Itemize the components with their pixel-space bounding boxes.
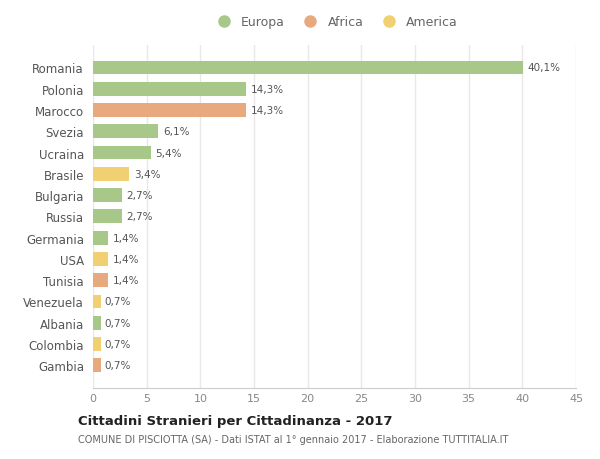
Text: 6,1%: 6,1% [163,127,189,137]
Text: 5,4%: 5,4% [155,148,182,158]
Text: 2,7%: 2,7% [126,190,153,201]
Text: 1,4%: 1,4% [112,275,139,285]
Bar [93,316,101,330]
Bar [93,231,108,245]
Text: 0,7%: 0,7% [105,360,131,370]
Text: 3,4%: 3,4% [134,169,160,179]
Bar [93,168,130,181]
Bar [93,83,247,96]
Text: 14,3%: 14,3% [251,106,284,116]
Text: Cittadini Stranieri per Cittadinanza - 2017: Cittadini Stranieri per Cittadinanza - 2… [78,414,392,428]
Text: 2,7%: 2,7% [126,212,153,222]
Bar [93,210,122,224]
Text: 0,7%: 0,7% [105,297,131,307]
Bar [93,337,101,351]
Bar [93,189,122,202]
Bar [93,62,523,75]
Text: COMUNE DI PISCIOTTA (SA) - Dati ISTAT al 1° gennaio 2017 - Elaborazione TUTTITAL: COMUNE DI PISCIOTTA (SA) - Dati ISTAT al… [78,434,508,443]
Text: 1,4%: 1,4% [112,254,139,264]
Text: 0,7%: 0,7% [105,318,131,328]
Legend: Europa, Africa, America: Europa, Africa, America [206,11,463,34]
Bar [93,252,108,266]
Bar [93,125,158,139]
Bar [93,274,108,287]
Bar [93,358,101,372]
Text: 0,7%: 0,7% [105,339,131,349]
Text: 40,1%: 40,1% [528,63,561,73]
Text: 14,3%: 14,3% [251,84,284,95]
Bar [93,104,247,118]
Bar [93,146,151,160]
Text: 1,4%: 1,4% [112,233,139,243]
Bar [93,295,101,308]
